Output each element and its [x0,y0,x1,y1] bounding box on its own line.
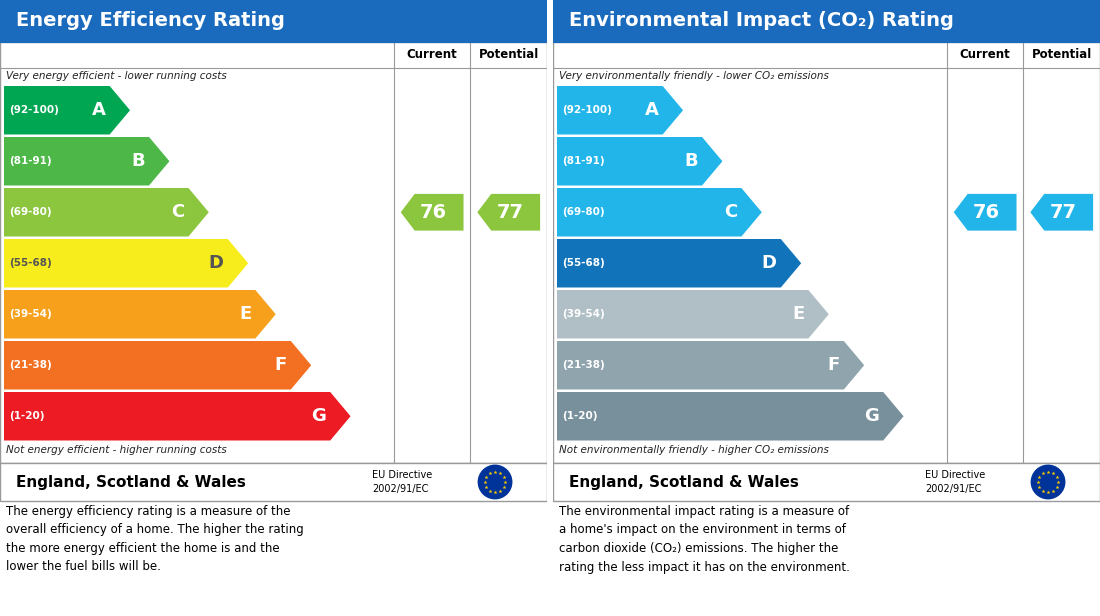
Polygon shape [4,86,130,134]
Text: G: G [865,407,879,425]
Bar [553,463,1100,501]
Polygon shape [1031,194,1093,230]
Polygon shape [4,290,276,339]
Polygon shape [477,194,540,230]
Bar [553,42,1100,463]
Bar [0,463,547,501]
Polygon shape [4,392,351,440]
Bar [553,0,1100,42]
Text: Current: Current [407,49,458,62]
Text: (92-100): (92-100) [9,105,59,115]
Text: The energy efficiency rating is a measure of the
overall efficiency of a home. T: The energy efficiency rating is a measur… [6,505,304,573]
Text: 77: 77 [1049,203,1077,222]
Text: Environmental Impact (CO₂) Rating: Environmental Impact (CO₂) Rating [570,12,955,31]
Polygon shape [557,86,683,134]
Text: (81-91): (81-91) [9,156,52,166]
Text: England, Scotland & Wales: England, Scotland & Wales [570,474,800,490]
Text: (69-80): (69-80) [9,207,52,217]
Text: Potential: Potential [1032,49,1092,62]
Polygon shape [4,188,209,237]
Text: (1-20): (1-20) [562,411,597,421]
Polygon shape [954,194,1016,230]
Polygon shape [557,392,903,440]
Circle shape [1032,465,1065,499]
Text: D: D [762,254,777,272]
Polygon shape [400,194,463,230]
Text: England, Scotland & Wales: England, Scotland & Wales [16,474,246,490]
Text: (21-38): (21-38) [562,360,605,370]
Polygon shape [4,341,311,389]
Polygon shape [557,137,723,185]
Text: 76: 76 [974,203,1000,222]
Text: (55-68): (55-68) [562,258,605,268]
Text: Very energy efficient - lower running costs: Very energy efficient - lower running co… [6,71,227,81]
Text: Not energy efficient - higher running costs: Not energy efficient - higher running co… [6,445,227,455]
Bar [547,0,553,616]
Polygon shape [4,239,249,288]
Text: (39-54): (39-54) [9,309,52,319]
Text: Not environmentally friendly - higher CO₂ emissions: Not environmentally friendly - higher CO… [559,445,829,455]
Text: (92-100): (92-100) [562,105,612,115]
Polygon shape [557,341,865,389]
Text: EU Directive
2002/91/EC: EU Directive 2002/91/EC [372,471,432,493]
Text: A: A [91,101,106,120]
Bar [0,0,547,42]
Circle shape [478,465,512,499]
Text: Energy Efficiency Rating: Energy Efficiency Rating [16,12,285,31]
Text: (69-80): (69-80) [562,207,605,217]
Text: E: E [792,306,804,323]
Text: The environmental impact rating is a measure of
a home's impact on the environme: The environmental impact rating is a mea… [559,505,850,573]
Text: (21-38): (21-38) [9,360,52,370]
Polygon shape [4,137,169,185]
Polygon shape [557,290,828,339]
Text: (55-68): (55-68) [9,258,52,268]
Text: 77: 77 [496,203,524,222]
Text: C: C [172,203,185,221]
Text: Current: Current [960,49,1011,62]
Text: B: B [131,152,145,170]
Text: EU Directive
2002/91/EC: EU Directive 2002/91/EC [925,471,986,493]
Text: (39-54): (39-54) [562,309,605,319]
Text: (1-20): (1-20) [9,411,44,421]
Text: F: F [827,356,839,375]
Text: A: A [645,101,659,120]
Text: (81-91): (81-91) [562,156,605,166]
Bar [0,42,547,463]
Text: D: D [209,254,223,272]
Text: E: E [239,306,252,323]
Text: C: C [724,203,737,221]
Text: 76: 76 [420,203,447,222]
Polygon shape [557,188,762,237]
Text: G: G [311,407,327,425]
Text: B: B [684,152,699,170]
Polygon shape [557,239,801,288]
Text: Potential: Potential [478,49,539,62]
Text: Very environmentally friendly - lower CO₂ emissions: Very environmentally friendly - lower CO… [559,71,829,81]
Text: F: F [275,356,287,375]
